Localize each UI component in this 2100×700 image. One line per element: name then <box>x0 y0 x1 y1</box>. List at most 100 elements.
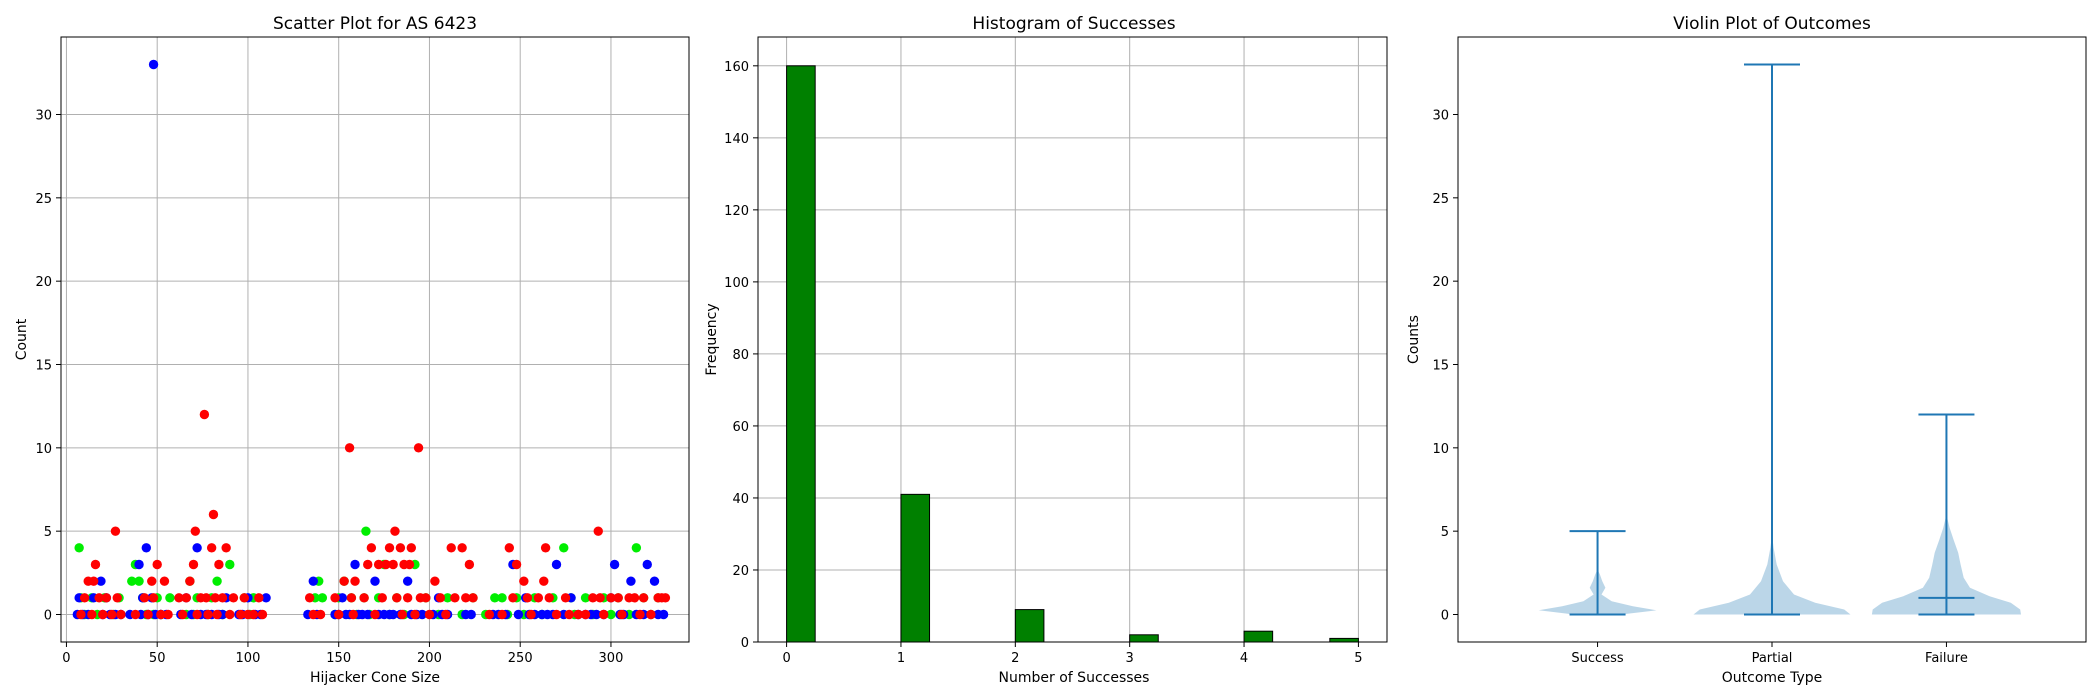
scatter-tick-label-y: 10 <box>35 442 52 457</box>
scatter-point-failure <box>101 593 112 603</box>
scatter-points <box>72 59 671 620</box>
scatter-point-failure <box>163 609 173 620</box>
histogram-tick-label-x: 3 <box>1126 651 1134 666</box>
violin-bodies <box>1538 63 2021 616</box>
violin-tick-label-x: Partial <box>1752 651 1793 666</box>
scatter-point-failure <box>397 609 407 620</box>
scatter-point-success <box>631 543 642 553</box>
scatter-point-failure <box>573 609 583 620</box>
scatter-point-success <box>74 543 84 553</box>
scatter-point-failure <box>188 559 199 570</box>
scatter-point-partial <box>363 609 373 620</box>
scatter-point-failure <box>116 609 126 620</box>
violin-tick-label-x: Success <box>1571 651 1624 666</box>
violin-tick-label-y: 30 <box>1432 109 1449 124</box>
scatter-point-failure <box>441 609 451 620</box>
scatter-point-failure <box>564 609 574 620</box>
scatter-point-failure <box>484 609 495 620</box>
scatter-point-failure <box>190 526 201 536</box>
scatter-point-success <box>606 609 616 620</box>
scatter-point-failure <box>450 593 460 603</box>
scatter-point-partial <box>148 59 159 70</box>
violin-title: Violin Plot of Outcomes <box>1673 14 1871 34</box>
violin-ylabel: Counts <box>1406 315 1422 364</box>
scatter-point-failure <box>139 593 150 603</box>
scatter-point-partial <box>642 559 652 570</box>
scatter-point-failure <box>348 609 358 620</box>
scatter-point-success <box>165 593 175 603</box>
scatter-point-failure <box>210 593 220 603</box>
scatter-title: Scatter Plot for AS 6423 <box>273 14 477 34</box>
scatter-point-failure <box>595 593 605 603</box>
scatter-point-failure <box>580 609 591 620</box>
scatter-point-failure <box>464 559 475 570</box>
histogram-tick-label-x: 5 <box>1354 651 1362 666</box>
histogram-tick-label-y: 100 <box>724 276 749 291</box>
violin-tick-label-y: 20 <box>1432 275 1449 290</box>
scatter-point-failure <box>87 609 97 620</box>
scatter-tick-label-y: 15 <box>35 359 52 374</box>
scatter-point-partial <box>626 576 636 586</box>
scatter-point-failure <box>406 543 417 553</box>
scatter-point-partial <box>649 576 660 586</box>
scatter-point-partial <box>466 609 476 620</box>
histogram-bar <box>1129 634 1159 643</box>
scatter-point-partial <box>658 609 669 620</box>
scatter-point-failure <box>392 593 402 603</box>
scatter-point-failure <box>174 593 184 603</box>
scatter-point-failure <box>315 609 326 620</box>
scatter-point-partial <box>337 593 348 603</box>
scatter-point-failure <box>94 593 104 603</box>
scatter-point-failure <box>511 559 522 570</box>
scatter-point-failure <box>148 593 159 603</box>
scatter-point-failure <box>221 543 231 553</box>
scatter-point-failure <box>613 593 623 603</box>
scatter-point-success <box>497 593 507 603</box>
scatter-point-failure <box>598 609 609 620</box>
scatter-point-failure <box>76 609 86 620</box>
histogram-gridlines <box>758 37 1387 643</box>
scatter-point-success <box>580 593 591 603</box>
scatter-point-failure <box>497 609 507 620</box>
scatter-tick-label-x: 100 <box>236 651 261 666</box>
scatter-tick-label-x: 0 <box>62 651 70 666</box>
scatter-point-partial <box>388 609 398 620</box>
scatter-tick-label-y: 5 <box>44 525 52 540</box>
scatter-point-failure <box>212 609 222 620</box>
scatter-point-failure <box>544 593 554 603</box>
scatter-point-failure <box>384 543 395 553</box>
scatter-point-failure <box>617 609 627 620</box>
scatter-point-failure <box>468 593 478 603</box>
violin-tick-label-y: 25 <box>1432 192 1449 207</box>
scatter-ticks: 0 50 100 150 200 250 300 0 5 10 15 20 25 30 <box>35 109 623 667</box>
scatter-point-failure <box>588 593 598 603</box>
scatter-point-failure <box>402 593 413 603</box>
scatter-axes-frame <box>60 36 690 643</box>
scatter-point-failure <box>181 593 191 603</box>
scatter-point-failure <box>199 409 210 420</box>
scatter-point-failure <box>660 593 671 603</box>
scatter-point-failure <box>208 509 219 520</box>
scatter-point-success <box>225 559 235 570</box>
violin-tick-label-x: Failure <box>1925 651 1968 666</box>
scatter-point-failure <box>235 609 246 620</box>
scatter-point-failure <box>646 609 656 620</box>
scatter-point-failure <box>228 593 239 603</box>
histogram-tick-label-x: 4 <box>1240 651 1248 666</box>
scatter-tick-label-x: 150 <box>326 651 351 666</box>
scatter-point-partial <box>192 543 202 553</box>
scatter-point-success <box>490 593 500 603</box>
scatter-panel: Scatter Plot for AS 6423 0 50 100 150 200 250… <box>14 14 690 686</box>
histogram-tick-label-y: 120 <box>724 204 749 219</box>
scatter-point-failure <box>606 593 616 603</box>
scatter-point-failure <box>159 576 170 586</box>
histogram-title: Histogram of Successes <box>972 14 1175 34</box>
histogram-axes-frame <box>757 36 1388 643</box>
scatter-point-failure <box>388 559 398 570</box>
histogram-tick-label-y: 160 <box>724 60 749 75</box>
violin-panel: Violin Plot of Outcomes 0 5 10 15 20 25 30 Succ… <box>1406 14 2087 686</box>
scatter-point-failure <box>404 559 415 570</box>
scatter-point-failure <box>593 526 603 536</box>
scatter-point-failure <box>430 576 440 586</box>
scatter-xlabel: Hijacker Cone Size <box>310 670 440 686</box>
